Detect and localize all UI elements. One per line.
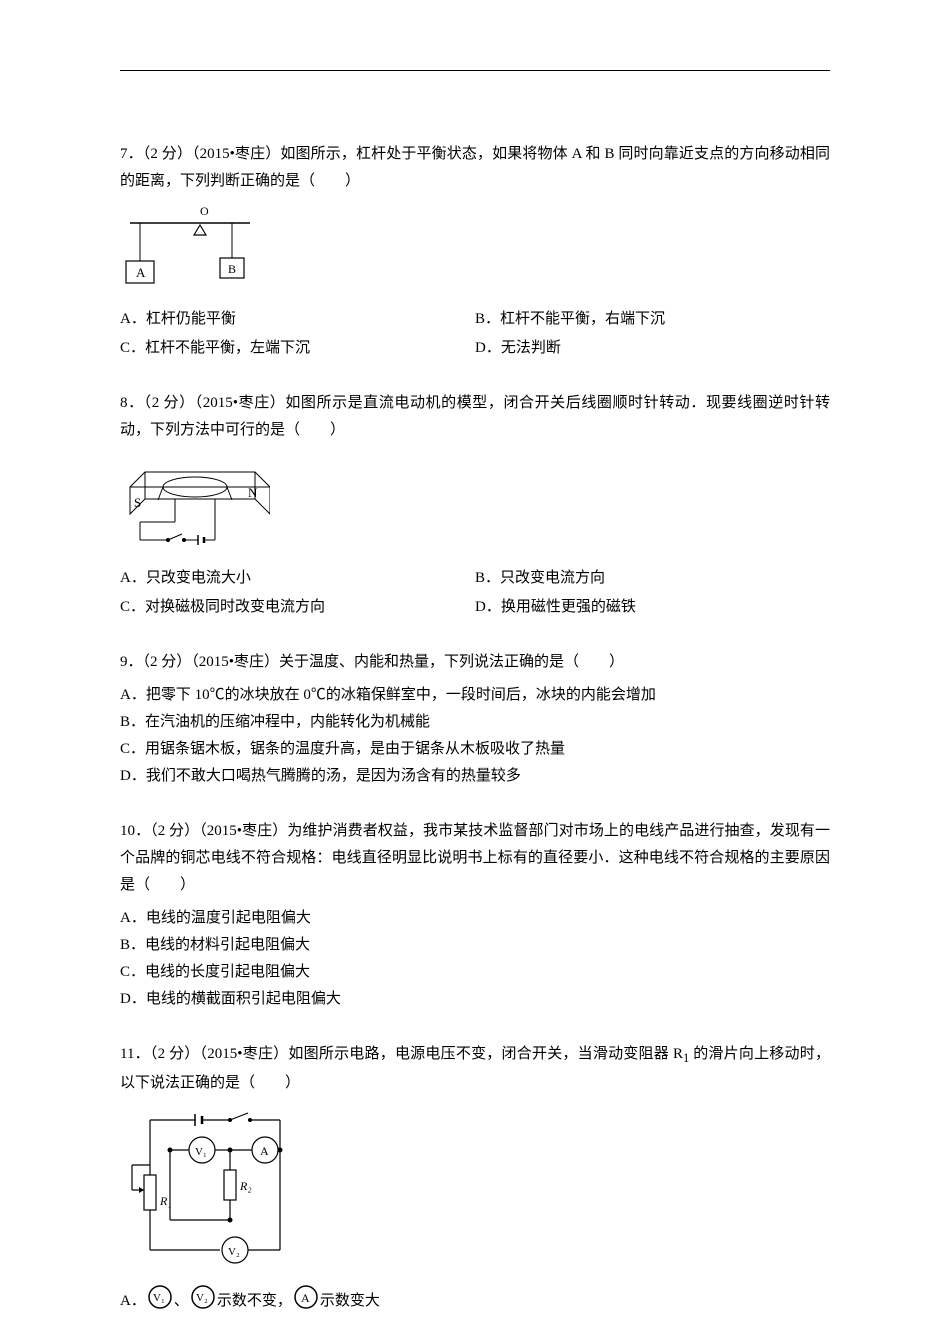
svg-text:B: B	[228, 262, 236, 276]
q10-option-a: A．电线的温度引起电阻偏大	[120, 905, 830, 932]
svg-text:V₁: V₁	[195, 1146, 207, 1158]
q11-stem-part1: 11．（2 分）（2015•枣庄）如图所示电路，电源电压不变，闭合开关，当滑动变…	[120, 1046, 683, 1062]
voltmeter-v1-icon: V₁	[146, 1283, 174, 1321]
q8-option-d: D．换用磁性更强的磁铁	[475, 594, 830, 621]
q11-diagram: A V₁ R₂ R₁	[120, 1105, 830, 1275]
q9-option-d: D．我们不敢大口喝热气腾腾的汤，是因为汤含有的热量较多	[120, 763, 830, 790]
q11-optA-mid: 示数不变，	[217, 1288, 292, 1315]
q8-options-row2: C．对换磁极同时改变电流方向 D．换用磁性更强的磁铁	[120, 594, 830, 621]
q9-stem: 9．（2 分）（2015•枣庄）关于温度、内能和热量，下列说法正确的是（ ）	[120, 649, 830, 676]
voltmeter-v2-icon: V₂	[189, 1283, 217, 1321]
svg-text:R₂: R₂	[239, 1179, 252, 1193]
question-10: 10．（2 分）（2015•枣庄）为维护消费者权益，我市某技术监督部门对市场上的…	[120, 818, 830, 1013]
q11-optA-sep: 、	[174, 1288, 189, 1315]
q11-stem: 11．（2 分）（2015•枣庄）如图所示电路，电源电压不变，闭合开关，当滑动变…	[120, 1041, 830, 1097]
q7-diagram: O A B	[120, 203, 830, 298]
q7-stem: 7．（2 分）（2015•枣庄）如图所示，杠杆处于平衡状态，如果将物体 A 和 …	[120, 141, 830, 195]
q8-option-b: B．只改变电流方向	[475, 565, 830, 592]
q9-option-a: A．把零下 10℃的冰块放在 0℃的冰箱保鲜室中，一段时间后，冰块的内能会增加	[120, 682, 830, 709]
q8-option-a: A．只改变电流大小	[120, 565, 475, 592]
q7-option-d: D．无法判断	[475, 335, 830, 362]
q10-option-c: C．电线的长度引起电阻偏大	[120, 959, 830, 986]
q7-options-row2: C．杠杆不能平衡，左端下沉 D．无法判断	[120, 335, 830, 362]
svg-text:V₂: V₂	[196, 1292, 208, 1304]
svg-text:S: S	[134, 495, 141, 510]
question-7: 7．（2 分）（2015•枣庄）如图所示，杠杆处于平衡状态，如果将物体 A 和 …	[120, 141, 830, 362]
svg-text:A: A	[260, 1144, 269, 1158]
q8-option-c: C．对换磁极同时改变电流方向	[120, 594, 475, 621]
q8-stem: 8．（2 分）（2015•枣庄）如图所示是直流电动机的模型，闭合开关后线圈顺时针…	[120, 390, 830, 444]
svg-text:O: O	[200, 204, 209, 218]
q11-options-row1: A． V₁ 、 V₂ 示数不变， A 示数变大	[120, 1283, 830, 1321]
svg-text:N: N	[248, 485, 258, 500]
svg-text:V₁: V₁	[153, 1292, 165, 1304]
q8-options-row1: A．只改变电流大小 B．只改变电流方向	[120, 565, 830, 592]
svg-text:V₂: V₂	[228, 1246, 240, 1258]
q11-optA-prefix: A．	[120, 1288, 146, 1315]
q7-option-c: C．杠杆不能平衡，左端下沉	[120, 335, 475, 362]
q7-options-row1: A．杠杆仍能平衡 B．杠杆不能平衡，右端下沉	[120, 306, 830, 333]
question-11: 11．（2 分）（2015•枣庄）如图所示电路，电源电压不变，闭合开关，当滑动变…	[120, 1041, 830, 1321]
question-8: 8．（2 分）（2015•枣庄）如图所示是直流电动机的模型，闭合开关后线圈顺时针…	[120, 390, 830, 621]
q11-optA-end: 示数变大	[320, 1288, 380, 1315]
ammeter-a-icon: A	[292, 1283, 320, 1321]
q10-option-d: D．电线的横截面积引起电阻偏大	[120, 986, 830, 1013]
q7-option-a: A．杠杆仍能平衡	[120, 306, 475, 333]
q10-option-b: B．电线的材料引起电阻偏大	[120, 932, 830, 959]
svg-text:A: A	[301, 1291, 310, 1305]
svg-text:A: A	[136, 265, 146, 280]
question-9: 9．（2 分）（2015•枣庄）关于温度、内能和热量，下列说法正确的是（ ） A…	[120, 649, 830, 790]
q8-diagram: S N	[120, 452, 830, 557]
q9-option-b: B．在汽油机的压缩冲程中，内能转化为机械能	[120, 709, 830, 736]
q9-option-c: C．用锯条锯木板，锯条的温度升高，是由于锯条从木板吸收了热量	[120, 736, 830, 763]
q7-option-b: B．杠杆不能平衡，右端下沉	[475, 306, 830, 333]
page-top-divider	[120, 70, 830, 71]
q10-stem: 10．（2 分）（2015•枣庄）为维护消费者权益，我市某技术监督部门对市场上的…	[120, 818, 830, 899]
